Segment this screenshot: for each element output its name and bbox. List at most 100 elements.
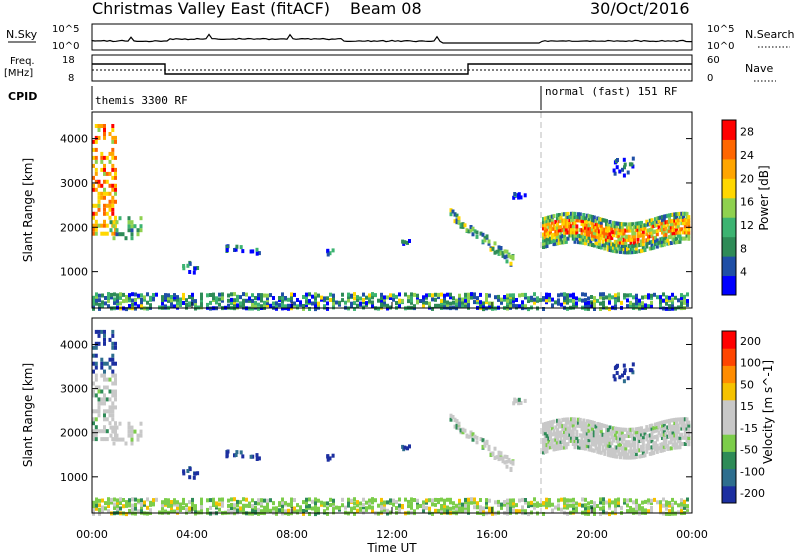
velocity-echo-cell	[443, 498, 446, 503]
velocity-echo-cell	[685, 420, 689, 425]
velocity-echo-cell	[573, 445, 577, 450]
power-echo-cell	[580, 237, 584, 242]
velocity-echo-cell	[206, 498, 209, 503]
power-echo-cell	[580, 240, 584, 245]
power-echo-cell	[610, 229, 614, 234]
power-echo-cell	[200, 296, 203, 301]
power-echo-cell	[543, 244, 547, 249]
velocity-echo-cell	[485, 498, 488, 503]
power-echo-cell	[631, 247, 635, 251]
power-echo-cell	[683, 297, 686, 302]
velocity-echo-cell	[554, 440, 558, 445]
power-echo-cell	[221, 292, 224, 297]
power-echo-cell	[225, 248, 229, 252]
power-echo-cell	[635, 303, 638, 308]
power-echo-cell	[103, 128, 106, 132]
power-echo-cell	[133, 224, 137, 229]
power-echo-cell	[251, 293, 254, 298]
power-echo-cell	[449, 301, 452, 306]
velocity-echo-cell	[287, 511, 290, 516]
velocity-echo-cell	[119, 506, 122, 511]
velocity-echo-cell	[676, 417, 680, 422]
velocity-echo-cell	[266, 508, 269, 513]
power-echo-cell	[584, 301, 587, 306]
velocity-echo-cell	[641, 450, 645, 455]
power-echo-cell	[687, 215, 691, 220]
velocity-echo-cell	[556, 437, 559, 442]
velocity-echo-cell	[675, 436, 678, 441]
power-echo-cell	[185, 298, 188, 303]
power-echo-cell	[344, 300, 347, 305]
power-echo-cell	[687, 227, 691, 232]
velocity-echo-cell	[100, 365, 104, 370]
velocity-echo-cell	[554, 443, 558, 448]
velocity-echo-cell	[657, 446, 661, 451]
power-echo-cell	[599, 295, 602, 300]
velocity-echo-cell	[100, 401, 104, 406]
velocity-echo-cell	[248, 504, 251, 508]
power-echo-cell	[449, 295, 452, 300]
velocity-echo-cell	[225, 453, 229, 458]
velocity-echo-cell	[113, 497, 116, 502]
power-echo-cell	[457, 216, 461, 221]
velocity-echo-cell	[601, 445, 605, 450]
velocity-echo-cell	[449, 506, 452, 511]
velocity-echo-cell	[664, 432, 668, 436]
power-echo-cell	[676, 233, 680, 238]
power-echo-cell	[632, 302, 635, 307]
velocity-echo-cell	[571, 432, 575, 437]
velocity-echo-cell	[128, 498, 131, 503]
power-echo-cell	[542, 220, 545, 225]
velocity-echo-cell	[473, 434, 477, 439]
power-echo-cell	[115, 228, 119, 233]
power-echo-cell	[473, 295, 476, 300]
power-echo-cell	[669, 219, 673, 224]
velocity-echo-cell	[332, 498, 335, 503]
power-echo-cell	[108, 159, 112, 164]
power-echo-cell	[680, 227, 684, 232]
power-echo-cell	[293, 292, 296, 297]
velocity-echo-cell	[482, 512, 485, 517]
power-echo-cell	[108, 151, 112, 156]
velocity-echo-cell	[563, 436, 566, 441]
power-echo-cell	[592, 227, 596, 232]
velocity-echo-cell	[329, 497, 332, 502]
velocity-echo-cell	[638, 448, 642, 453]
power-echo-cell	[655, 241, 659, 246]
power-echo-cell	[594, 222, 598, 227]
power-echo-cell	[115, 232, 119, 237]
power-echo-cell	[255, 247, 259, 252]
power-echo-cell	[542, 235, 545, 240]
velocity-echo-cell	[515, 503, 518, 508]
velocity-echo-cell	[455, 506, 458, 511]
velocity-echo-cell	[97, 413, 101, 418]
power-echo-cell	[613, 227, 617, 232]
power-echo-cell	[254, 303, 257, 308]
power-echo-cell	[633, 243, 636, 248]
power-echo-cell	[410, 298, 413, 303]
velocity-echo-cell	[577, 417, 580, 422]
power-echo-cell	[636, 221, 640, 226]
velocity-echo-cell	[605, 436, 608, 441]
power-echo-cell	[266, 301, 269, 306]
velocity-echo-cell	[437, 508, 440, 513]
power-echo-cell	[314, 292, 317, 297]
velocity-echo-cell	[668, 446, 671, 451]
power-echo-cell	[650, 233, 654, 238]
velocity-echo-cell	[281, 497, 284, 502]
power-echo-cell	[591, 230, 594, 235]
power-echo-cell	[212, 292, 215, 297]
power-echo-cell	[641, 236, 645, 240]
velocity-echo-cell	[617, 427, 621, 432]
velocity-echo-cell	[481, 444, 485, 449]
velocity-echo-cell	[464, 508, 467, 513]
power-echo-cell	[640, 242, 643, 247]
velocity-echo-cell	[467, 509, 470, 514]
velocity-echo-cell	[561, 445, 565, 450]
velocity-echo-cell	[578, 421, 582, 425]
power-echo-cell	[290, 296, 293, 300]
velocity-echo-cell	[622, 449, 626, 454]
power-echo-cell	[543, 229, 547, 233]
power-echo-cell	[592, 231, 596, 235]
power-echo-cell	[455, 301, 458, 306]
